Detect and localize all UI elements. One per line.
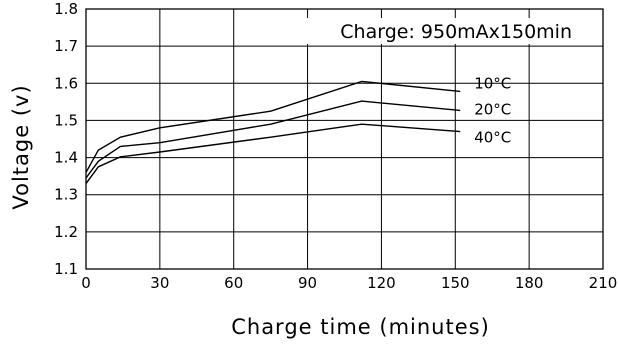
series-label: 10°C: [474, 74, 511, 92]
x-tick-label: 210: [589, 274, 618, 292]
annotation-box: [264, 18, 580, 44]
x-tick-label: 0: [81, 274, 91, 292]
grid: [85, 8, 604, 270]
y-tick-label: 1.1: [54, 260, 78, 278]
y-tick-label: 1.4: [54, 149, 78, 167]
series-line: [85, 100, 461, 179]
x-tick-label: 30: [150, 274, 169, 292]
y-tick-label: 1.3: [54, 186, 78, 204]
y-tick-label: 1.5: [54, 111, 78, 129]
x-tick-label: 180: [515, 274, 544, 292]
series-line: [85, 123, 461, 184]
series-line: [85, 80, 461, 173]
series-label: 40°C: [474, 129, 511, 147]
x-tick-label: 120: [367, 274, 396, 292]
y-tick-label: 1.6: [54, 74, 78, 92]
x-axis-title: Charge time (minutes): [231, 315, 490, 339]
y-tick-label: 1.8: [54, 0, 78, 18]
series-lines: [85, 80, 461, 184]
x-tick-label: 60: [224, 274, 243, 292]
x-tick-label: 90: [298, 274, 317, 292]
x-tick-label: 150: [441, 274, 470, 292]
plot-frame: [85, 8, 604, 270]
y-tick-labels: 1.1 1.2 1.3 1.4 1.5 1.6 1.7 1.8: [54, 0, 78, 278]
y-tick-label: 1.2: [54, 223, 78, 241]
series-label: 20°C: [474, 100, 511, 118]
y-tick-label: 1.7: [54, 37, 78, 55]
chart-annotation: Charge: 950mAx150min: [340, 21, 572, 43]
x-tick-labels: 0 30 60 90 120 150 180 210: [81, 274, 617, 292]
series-labels: 10°C 20°C 40°C: [474, 74, 511, 146]
y-axis-title: Voltage (v): [9, 84, 33, 209]
